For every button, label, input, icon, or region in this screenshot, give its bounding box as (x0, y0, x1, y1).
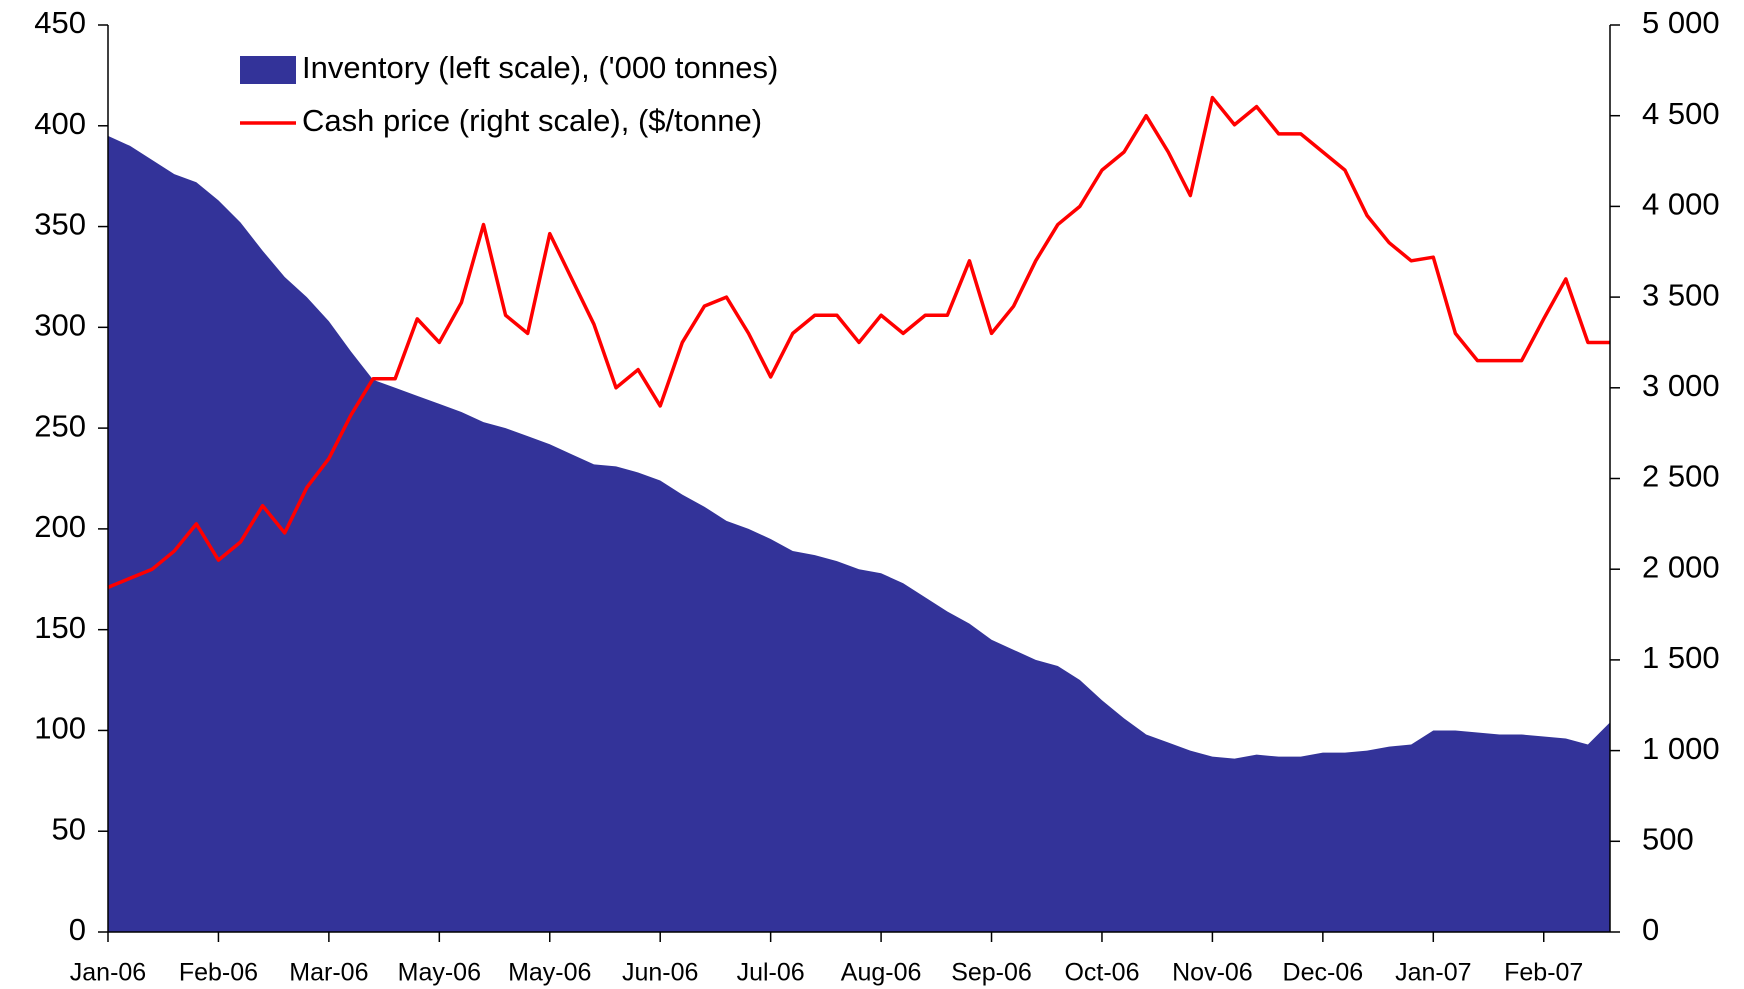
x-tick-label: May-06 (508, 959, 591, 987)
x-tick-label: Mar-06 (289, 959, 368, 987)
y2-tick-label: 1 000 (1642, 731, 1720, 766)
y2-tick-label: 4 500 (1642, 96, 1720, 131)
x-tick-label: Aug-06 (841, 959, 922, 987)
y2-tick-label: 4 000 (1642, 187, 1720, 222)
y2-tick-label: 500 (1642, 821, 1694, 856)
x-tick-label: Oct-06 (1064, 959, 1139, 987)
price-line (107, 95, 1610, 589)
legend-label: Cash price (right scale), ($/tonne) (302, 103, 762, 138)
x-tick-label: Jan-06 (70, 959, 146, 987)
y-tick-label: 50 (52, 811, 86, 846)
y-tick-label: 100 (34, 711, 86, 746)
x-tick-label: Jun-06 (622, 959, 698, 987)
y2-tick-label: 0 (1642, 912, 1659, 947)
y2-tick-label: 2 500 (1642, 459, 1720, 494)
legend-swatch (240, 56, 296, 84)
y-tick-label: 250 (34, 408, 86, 443)
inventory-area (108, 135, 1610, 932)
x-tick-label: Sep-06 (951, 959, 1032, 987)
y-tick-label: 0 (69, 912, 86, 947)
y2-tick-label: 3 000 (1642, 368, 1720, 403)
x-tick-label: Feb-07 (1504, 959, 1583, 987)
x-tick-label: Nov-06 (1172, 959, 1253, 987)
legend-label: Inventory (left scale), ('000 tonnes) (302, 50, 778, 85)
x-tick-label: May-06 (398, 959, 481, 987)
y2-tick-label: 1 500 (1642, 640, 1720, 675)
y-tick-label: 450 (34, 5, 86, 40)
y2-tick-label: 5 000 (1642, 5, 1720, 40)
y-tick-label: 400 (34, 106, 86, 141)
y2-tick-label: 2 000 (1642, 549, 1720, 584)
y-tick-label: 200 (34, 509, 86, 544)
y-tick-label: 350 (34, 207, 86, 242)
x-tick-label: Jan-07 (1395, 959, 1471, 987)
x-tick-label: Jul-06 (737, 959, 805, 987)
y2-tick-label: 3 500 (1642, 277, 1720, 312)
y-tick-label: 300 (34, 308, 86, 343)
x-tick-label: Feb-06 (179, 959, 258, 987)
x-tick-label: Dec-06 (1283, 959, 1364, 987)
y-tick-label: 150 (34, 610, 86, 645)
